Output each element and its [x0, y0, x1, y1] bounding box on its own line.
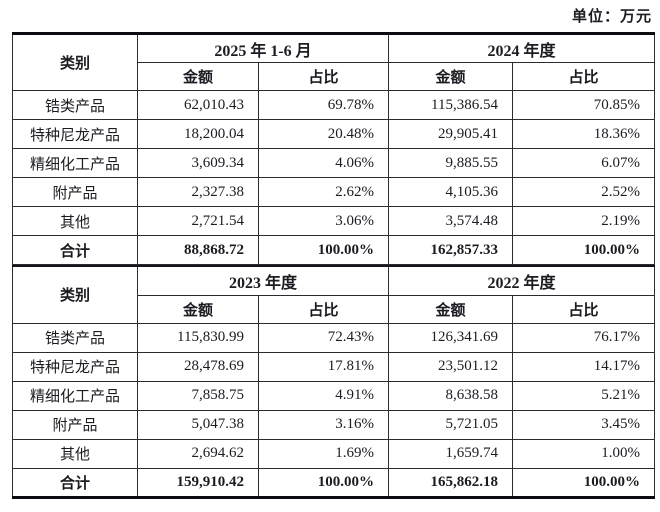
amount-cell: 3,609.34 [137, 148, 259, 178]
category-cell: 附产品 [12, 409, 138, 440]
amount-cell: 28,478.69 [137, 351, 259, 382]
amount-cell: 4,105.36 [388, 177, 513, 207]
ratio-cell: 2.62% [258, 177, 389, 207]
total-label: 合计 [12, 467, 138, 498]
ratio-cell: 70.85% [511, 90, 656, 120]
table-row: 其他 2,721.54 3.06% 3,574.48 2.19% [12, 206, 656, 236]
header-row-subheaders: 金额 占比 金额 占比 [13, 62, 656, 91]
ratio-cell: 3.45% [512, 409, 656, 440]
total-row: 合计 159,910.42 100.00% 165,862.18 100.00% [12, 467, 656, 498]
revenue-table-2023-2022: 类别 2023 年度 2022 年度 金额 占比 金额 占比 锆类产品 115,… [12, 265, 656, 499]
table-row: 附产品 2,327.38 2.62% 4,105.36 2.52% [12, 177, 656, 207]
header-row-periods: 类别 2023 年度 2022 年度 [12, 265, 656, 324]
amount-cell: 1,659.74 [388, 438, 514, 469]
table-row: 锆类产品 62,010.43 69.78% 115,386.54 70.85% [12, 90, 656, 120]
category-cell: 附产品 [12, 177, 138, 207]
table-row: 精细化工产品 7,858.75 4.91% 8,638.58 5.21% [12, 380, 656, 411]
amount-cell: 18,200.04 [137, 119, 259, 149]
ratio-cell: 3.16% [257, 409, 390, 440]
amount-cell: 7,858.75 [137, 380, 259, 411]
amount-header: 金额 [388, 62, 513, 91]
category-cell: 特种尼龙产品 [12, 119, 138, 149]
total-ratio-cell: 100.00% [257, 467, 390, 498]
table-row: 特种尼龙产品 18,200.04 20.48% 29,905.41 18.36% [12, 119, 656, 149]
amount-cell: 5,721.05 [388, 409, 514, 440]
amount-cell: 23,501.12 [388, 351, 514, 382]
ratio-cell: 20.48% [258, 119, 389, 149]
ratio-header: 占比 [257, 294, 390, 324]
period-header-2025: 2025 年 1-6 月 [137, 33, 389, 63]
amount-cell: 62,010.43 [137, 90, 259, 120]
ratio-cell: 2.52% [511, 177, 656, 207]
period-header-2024: 2024 年度 [387, 33, 656, 63]
period-header-2023: 2023 年度 [136, 265, 390, 296]
ratio-cell: 6.07% [511, 148, 656, 178]
table-row: 精细化工产品 3,609.34 4.06% 9,885.55 6.07% [12, 148, 656, 178]
category-cell: 其他 [12, 206, 138, 236]
total-amount-cell: 159,910.42 [137, 467, 259, 498]
table-row: 锆类产品 115,830.99 72.43% 126,341.69 76.17% [12, 322, 656, 353]
ratio-cell: 5.21% [512, 380, 656, 411]
amount-cell: 126,341.69 [388, 322, 514, 353]
amount-cell: 2,721.54 [137, 206, 259, 236]
total-row: 合计 88,868.72 100.00% 162,857.33 100.00% [12, 235, 656, 265]
total-ratio-cell: 100.00% [511, 235, 656, 265]
amount-cell: 9,885.55 [388, 148, 513, 178]
ratio-header: 占比 [512, 294, 656, 324]
total-amount-cell: 88,868.72 [137, 235, 259, 265]
ratio-cell: 69.78% [258, 90, 389, 120]
unit-label: 单位：万元 [571, 9, 652, 25]
header-row-periods: 类别 2025 年 1-6 月 2024 年度 [12, 33, 656, 91]
amount-cell: 2,694.62 [137, 438, 259, 469]
ratio-cell: 17.81% [257, 351, 390, 382]
ratio-cell: 3.06% [258, 206, 389, 236]
ratio-header: 占比 [511, 62, 656, 91]
amount-cell: 115,830.99 [137, 322, 259, 353]
amount-cell: 29,905.41 [388, 119, 513, 149]
amount-cell: 115,386.54 [388, 90, 513, 120]
ratio-cell: 4.91% [257, 380, 390, 411]
category-cell: 锆类产品 [12, 322, 138, 353]
ratio-cell: 4.06% [258, 148, 389, 178]
category-cell: 精细化工产品 [12, 148, 138, 178]
category-header: 类别 [12, 265, 138, 324]
amount-cell: 3,574.48 [388, 206, 513, 236]
period-header-2022: 2022 年度 [388, 265, 656, 296]
ratio-cell: 76.17% [512, 322, 656, 353]
ratio-cell: 18.36% [511, 119, 656, 149]
document-page: 单位：万元 类别 2025 年 1-6 月 2024 年度 金额 占比 金额 占… [12, 0, 656, 499]
ratio-cell: 2.19% [511, 206, 656, 236]
amount-cell: 2,327.38 [137, 177, 259, 207]
amount-cell: 8,638.58 [388, 380, 514, 411]
total-amount-cell: 162,857.33 [388, 235, 513, 265]
ratio-header: 占比 [258, 62, 389, 91]
category-cell: 锆类产品 [12, 90, 138, 120]
amount-cell: 5,047.38 [137, 409, 259, 440]
table-row: 特种尼龙产品 28,478.69 17.81% 23,501.12 14.17% [12, 351, 656, 382]
category-header: 类别 [12, 33, 138, 91]
total-ratio-cell: 100.00% [512, 467, 656, 498]
amount-header: 金额 [388, 294, 514, 324]
ratio-cell: 1.00% [512, 438, 656, 469]
ratio-cell: 72.43% [257, 322, 390, 353]
total-label: 合计 [12, 235, 138, 265]
category-cell: 精细化工产品 [12, 380, 138, 411]
ratio-cell: 14.17% [512, 351, 656, 382]
total-amount-cell: 165,862.18 [388, 467, 514, 498]
amount-header: 金额 [137, 294, 259, 324]
header-row-subheaders: 金额 占比 金额 占比 [13, 294, 656, 324]
category-cell: 特种尼龙产品 [12, 351, 138, 382]
revenue-table-2025-2024: 类别 2025 年 1-6 月 2024 年度 金额 占比 金额 占比 锆类产品… [12, 32, 656, 265]
category-cell: 其他 [12, 438, 138, 469]
ratio-cell: 1.69% [257, 438, 390, 469]
total-ratio-cell: 100.00% [258, 235, 389, 265]
table-row: 其他 2,694.62 1.69% 1,659.74 1.00% [12, 438, 656, 469]
amount-header: 金额 [137, 62, 259, 91]
table-row: 附产品 5,047.38 3.16% 5,721.05 3.45% [12, 409, 656, 440]
